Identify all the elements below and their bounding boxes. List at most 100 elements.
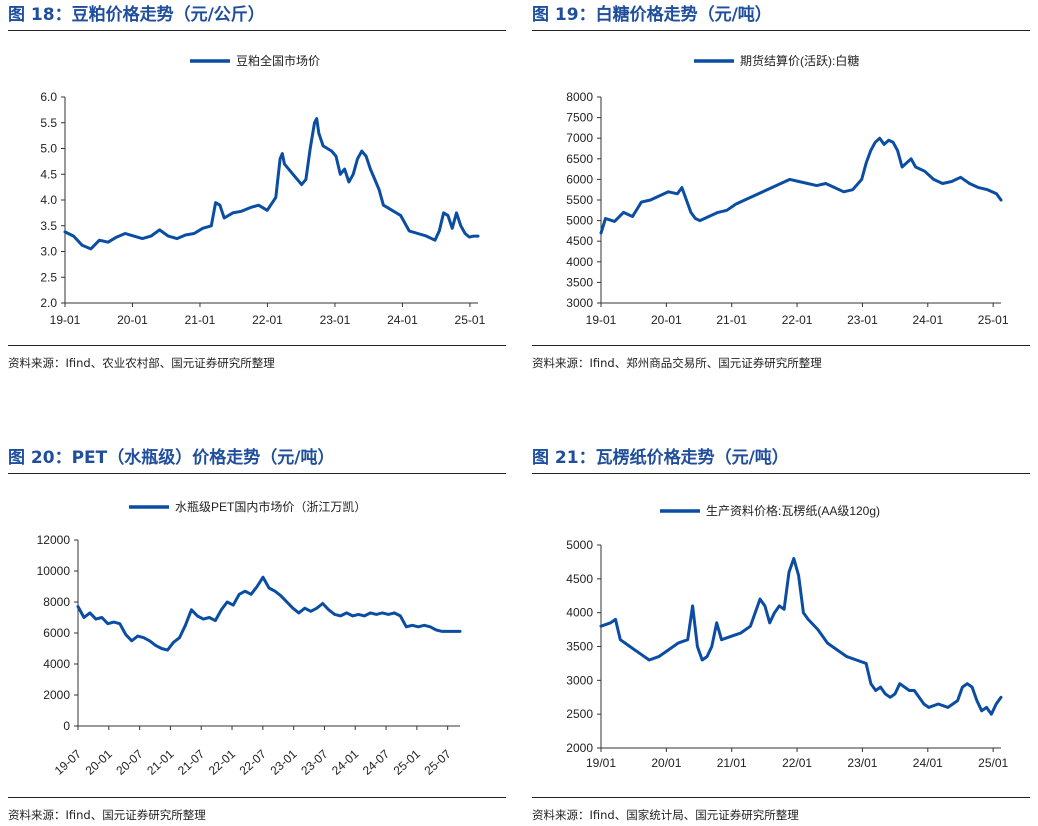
x-tick-label: 25-01 (455, 313, 486, 327)
legend-label: 生产资料价格:瓦楞纸(AA级120g) (706, 503, 880, 518)
chart-svg: 8000 7500 7000 6500 6000 5500 5000 4500 4000 3500… (566, 53, 1009, 327)
y-tick-label: 5000 (566, 214, 593, 228)
y-tick-label: 2.0 (40, 296, 57, 310)
x-tick-label: 22/01 (782, 756, 812, 770)
x-tick-label: 24-01 (912, 313, 943, 327)
x-tick-label: 21-01 (144, 747, 176, 778)
y-tick-label: 4.0 (40, 193, 57, 207)
y-tick-label: 2000 (566, 741, 593, 755)
x-tick-label: 23-07 (298, 747, 330, 778)
x-tick-label: 22-01 (206, 747, 238, 778)
chart-source: 资料来源：Ifind、郑州商品交易所、国元证券研究所整理 (532, 356, 822, 370)
x-tick-label: 23-01 (267, 747, 299, 778)
x-tick-label: 20/01 (651, 756, 681, 770)
y-tick-label: 2500 (566, 707, 593, 721)
source-rule (532, 345, 1030, 346)
chart-title: 图 19：白糖价格走势（元/吨） (532, 5, 772, 25)
chart-source: 资料来源：Ifind、国家统计局、国元证券研究所整理 (532, 808, 799, 822)
y-tick-label: 12000 (37, 533, 71, 547)
chart-svg: 6.0 5.5 5.0 4.5 4.0 3.5 3.0 2.5 2.0 19-01 20-01 21-… (40, 53, 486, 327)
y-tick-label: 7000 (566, 131, 593, 145)
y-tick-label: 3500 (566, 640, 593, 654)
chart-panel-sugar: 图 19：白糖价格走势（元/吨） 8000 7500 7000 6500 6000 550… (532, 0, 1032, 380)
x-tick-label: 20-07 (113, 747, 145, 778)
x-tick-label: 22-01 (252, 313, 283, 327)
x-tick-label: 20-01 (117, 313, 148, 327)
x-tick-label: 21-07 (175, 747, 207, 778)
x-tick-label: 24-01 (329, 747, 361, 778)
legend-label: 豆粕全国市场价 (236, 53, 320, 68)
x-tick-label: 23/01 (847, 756, 877, 770)
y-tick-label: 4.5 (40, 167, 57, 181)
y-tick-label: 4500 (566, 572, 593, 586)
x-tick-label: 19-01 (50, 313, 81, 327)
chart-source: 资料来源：Ifind、农业农村部、国元证券研究所整理 (8, 356, 275, 370)
y-tick-label: 4000 (566, 606, 593, 620)
y-tick-label: 2000 (43, 688, 70, 702)
y-tick-label: 5.0 (40, 142, 57, 156)
x-tick-label: 21-01 (185, 313, 216, 327)
x-tick-label: 24/01 (913, 756, 943, 770)
y-tick-label: 6000 (43, 626, 70, 640)
y-tick-label: 4000 (566, 255, 593, 269)
x-tick-label: 22-01 (782, 313, 813, 327)
series-line (76, 575, 462, 652)
y-tick-label: 4000 (43, 657, 70, 671)
title-rule (8, 30, 506, 31)
x-tick-label: 20-01 (83, 747, 115, 778)
y-tick-label: 5.5 (40, 116, 57, 130)
series-line (599, 136, 1003, 235)
x-tick-label: 25-01 (978, 313, 1009, 327)
x-tick-label: 19-07 (52, 747, 84, 778)
series-line (599, 557, 1003, 716)
chart-panel-soymeal: 图 18：豆粕价格走势（元/公斤） 6.0 5.5 5.0 4.5 4.0 3.5 3.0 2… (8, 0, 508, 380)
y-tick-label: 8000 (43, 595, 70, 609)
x-tick-label: 21/01 (717, 756, 747, 770)
chart-title: 图 21：瓦楞纸价格走势（元/吨） (532, 448, 789, 468)
x-tick-label: 24-07 (360, 747, 392, 778)
chart-title: 图 20：PET（水瓶级）价格走势（元/吨） (8, 448, 335, 468)
y-tick-label: 6500 (566, 152, 593, 166)
legend-label: 水瓶级PET国内市场价（浙江万凯） (175, 499, 366, 514)
x-tick-label: 25/01 (978, 756, 1008, 770)
y-tick-label: 10000 (37, 564, 71, 578)
source-rule (8, 797, 506, 798)
y-tick-label: 3500 (566, 275, 593, 289)
x-tick-label: 19/01 (586, 756, 616, 770)
y-tick-label: 4500 (566, 234, 593, 248)
y-tick-label: 3000 (566, 296, 593, 310)
title-rule (532, 473, 1030, 474)
x-tick-label: 20-01 (651, 313, 682, 327)
x-tick-label: 21-01 (716, 313, 747, 327)
y-tick-label: 6000 (566, 172, 593, 186)
y-tick-label: 5000 (566, 538, 593, 552)
x-tick-label: 25-07 (422, 747, 454, 778)
x-tick-label: 24-01 (387, 313, 418, 327)
title-rule (532, 30, 1030, 31)
chart-panel-pet: 图 20：PET（水瓶级）价格走势（元/吨） 12000 10000 8000 600… (8, 443, 508, 826)
source-rule (532, 797, 1030, 798)
x-tick-label: 19-01 (586, 313, 617, 327)
y-tick-label: 0 (63, 719, 70, 733)
y-tick-label: 7500 (566, 111, 593, 125)
chart-panel-corrugated-paper: 图 21：瓦楞纸价格走势（元/吨） 5000 4500 4000 3500 3000 25… (532, 443, 1032, 826)
y-tick-label: 5500 (566, 193, 593, 207)
source-rule (8, 345, 506, 346)
y-tick-label: 8000 (566, 90, 593, 104)
x-tick-label: 25-01 (391, 747, 423, 778)
chart-source: 资料来源：Ifind、国元证券研究所整理 (8, 808, 206, 822)
x-tick-label: 23-01 (320, 313, 351, 327)
y-tick-label: 3000 (566, 673, 593, 687)
chart-title: 图 18：豆粕价格走势（元/公斤） (8, 5, 265, 25)
title-rule (8, 473, 506, 474)
y-tick-label: 3.0 (40, 245, 57, 259)
y-tick-label: 6.0 (40, 90, 57, 104)
legend-label: 期货结算价(活跃):白糖 (740, 53, 859, 68)
x-tick-label: 22-07 (237, 747, 269, 778)
series-line (63, 117, 480, 251)
y-tick-label: 2.5 (40, 270, 57, 284)
x-tick-label: 23-01 (847, 313, 878, 327)
y-tick-label: 3.5 (40, 219, 57, 233)
chart-svg: 12000 10000 8000 6000 4000 2000 0 19-0720-0120-… (37, 499, 462, 778)
